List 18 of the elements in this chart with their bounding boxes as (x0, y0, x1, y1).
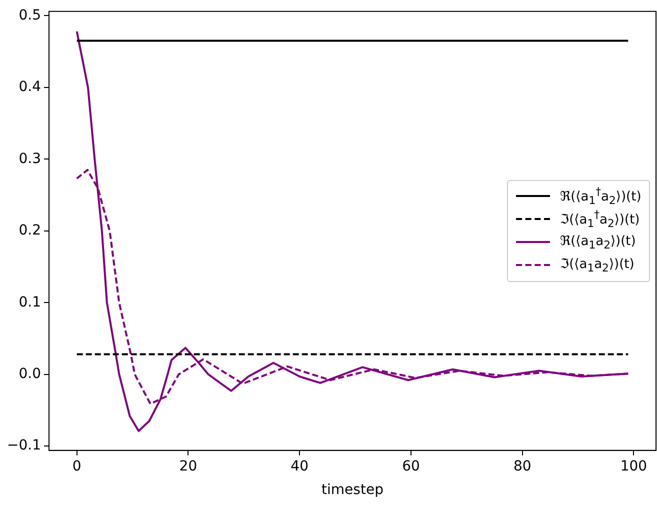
legend-label: ℑ(⟨a$_{1}$$^{†}$a$_{2}$⟩)(t) (560, 208, 640, 230)
legend-label: ℜ(⟨a$_{1}$a$_{2}$⟩)(t) (560, 234, 636, 252)
y-tick-label: 0.0 (18, 366, 41, 382)
x-axis-title: timestep (322, 482, 384, 498)
y-tick-label: 0.2 (18, 222, 41, 239)
y-tick-label: −0.1 (6, 438, 41, 454)
y-tick-label: 0.5 (18, 7, 41, 24)
x-tick-label: 100 (620, 458, 648, 474)
legend-label: ℑ(⟨a$_{1}$a$_{2}$⟩)(t) (560, 256, 634, 274)
legend-label: ℜ(⟨a$_{1}$$^{†}$a$_{2}$⟩)(t) (560, 185, 642, 208)
y-tick-label: 0.3 (18, 150, 41, 167)
x-tick-label: 20 (179, 458, 198, 474)
y-tick-label: 0.1 (18, 294, 41, 310)
x-tick-label: 0 (72, 458, 82, 474)
x-tick-label: 60 (402, 458, 420, 474)
x-tick-label: 80 (513, 458, 532, 474)
y-tick-label: 0.4 (18, 79, 42, 96)
x-tick-label: 40 (290, 458, 309, 474)
